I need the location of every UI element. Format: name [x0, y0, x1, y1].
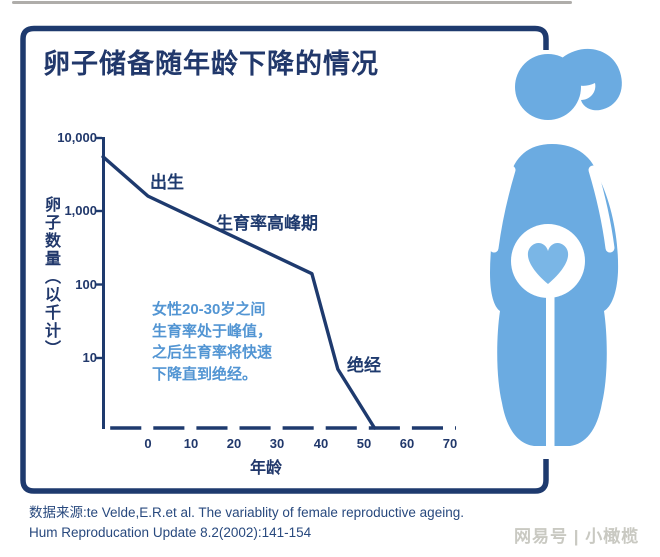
- label-birth: 出生: [150, 173, 184, 192]
- arm-gap-right: [588, 165, 615, 253]
- x-tick-0: 0: [144, 436, 152, 451]
- x-tick-20: 20: [226, 436, 242, 451]
- label-menopause: 绝经: [347, 356, 381, 375]
- y-tick-10: 10: [82, 350, 97, 365]
- y-tick-1000: 1,000: [64, 203, 97, 218]
- watermark: 网易号 | 小橄榄: [514, 527, 640, 546]
- leg-gap: [546, 297, 555, 457]
- source-citation: 数据来源:te Velde,E.R.et al. The variablity …: [29, 505, 464, 540]
- label-peak-fertility: 生育率高峰期: [216, 214, 318, 233]
- annotation-note: 女性20-30岁之间 生育率处于峰值， 之后生育率将快速 下降直到绝经。: [152, 301, 273, 383]
- y-axis-title: 卵子数量（以千计）: [42, 196, 59, 358]
- y-tick-10000: 10,000: [57, 130, 97, 145]
- x-tick-70: 70: [442, 436, 458, 451]
- woman-head: [515, 54, 581, 120]
- pregnant-woman-icon: [489, 48, 622, 457]
- x-tick-30: 30: [269, 436, 285, 451]
- page-title: 卵子储备随年龄下降的情况: [43, 49, 379, 79]
- x-tick-10: 10: [183, 436, 199, 451]
- x-tick-50: 50: [356, 436, 372, 451]
- top-edge-artifact-line: [12, 1, 572, 4]
- belly-heart-icon: [527, 243, 569, 284]
- woman-ponytail: [558, 48, 622, 111]
- x-tick-60: 60: [399, 436, 415, 451]
- egg-count-curve: [101, 155, 377, 430]
- y-axis-ticks: [95, 136, 102, 360]
- y-tick-100: 100: [75, 277, 97, 292]
- arm-gap-left: [489, 165, 516, 253]
- x-tick-40: 40: [313, 436, 329, 451]
- x-axis-title: 年龄: [249, 460, 282, 477]
